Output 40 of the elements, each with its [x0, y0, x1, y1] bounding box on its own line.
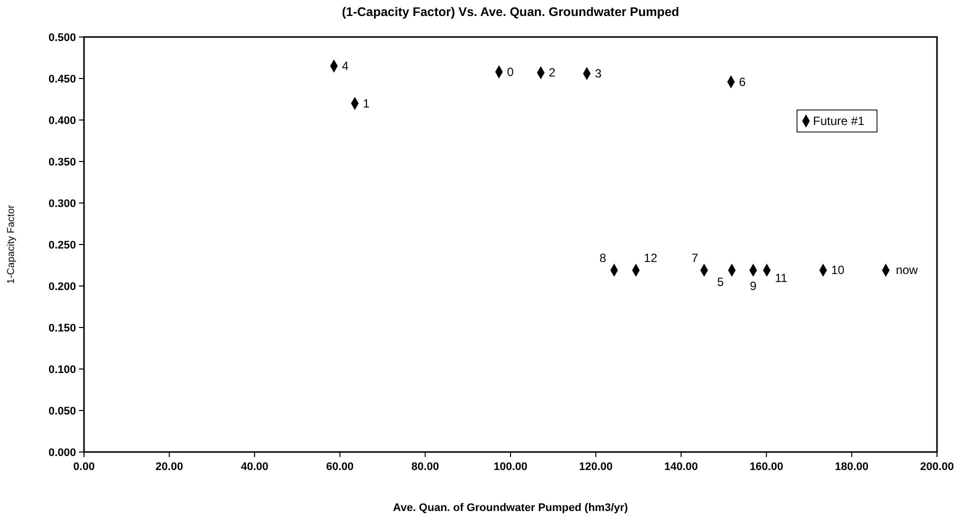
y-tick-label: 0.100	[48, 364, 76, 376]
y-tick-label: 0.400	[48, 115, 76, 127]
legend-label: Future #1	[813, 114, 865, 128]
annotation: 11	[774, 271, 788, 286]
y-tick-label: 0.050	[48, 406, 76, 418]
chart-title: (1-Capacity Factor) Vs. Ave. Quan. Groundwater Pumped	[342, 5, 680, 19]
x-tick-label: 140.00	[664, 461, 698, 473]
annotation: 5	[717, 275, 724, 290]
x-tick-label: 100.00	[494, 461, 528, 473]
y-tick-label: 0.300	[48, 198, 76, 210]
x-tick-label: 20.00	[156, 461, 184, 473]
y-tick-label: 0.500	[48, 32, 76, 44]
annotation: 10	[831, 263, 845, 278]
y-tick-label: 0.250	[48, 240, 76, 252]
annotation: 4	[342, 59, 349, 74]
annotation: 6	[739, 74, 746, 89]
x-tick-label: 0.00	[73, 461, 95, 473]
y-tick-label: 0.350	[48, 156, 76, 168]
x-tick-label: 40.00	[240, 461, 268, 473]
x-tick-label: 60.00	[326, 461, 354, 473]
y-axis-title: 1-Capacity Factor	[6, 204, 17, 284]
x-tick-label: 80.00	[411, 461, 439, 473]
annotation: 12	[644, 251, 658, 266]
annotation: 0	[506, 64, 514, 79]
y-tick-label: 0.000	[48, 447, 76, 459]
x-axis-title: Ave. Quan. of Groundwater Pumped (hm3/yr)	[393, 502, 628, 514]
x-tick-label: 160.00	[750, 461, 784, 473]
annotation: 7	[691, 251, 698, 266]
y-tick-label: 0.450	[48, 74, 76, 86]
x-tick-label: 200.00	[920, 461, 954, 473]
annotation: now	[896, 263, 918, 278]
x-tick-label: 120.00	[578, 461, 613, 473]
y-tick-label: 0.150	[48, 322, 76, 334]
annotation: 8	[599, 251, 606, 266]
annotation: 2	[548, 66, 556, 80]
x-tick-label: 180.00	[834, 461, 869, 473]
annotation: 9	[750, 279, 757, 294]
y-tick-label: 0.200	[48, 281, 76, 293]
annotation: 1	[362, 96, 370, 110]
annotation: 3	[594, 66, 602, 81]
